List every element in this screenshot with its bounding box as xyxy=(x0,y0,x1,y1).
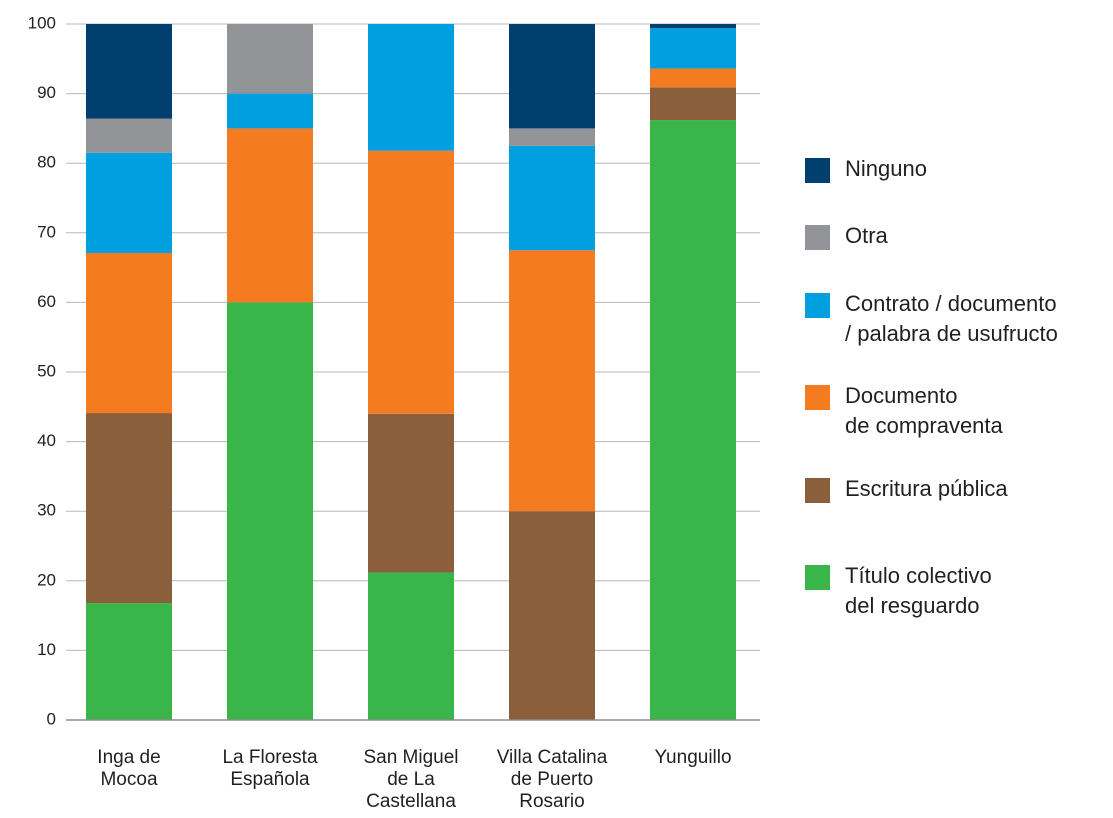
legend-swatch xyxy=(805,385,830,410)
bar-segment xyxy=(650,28,736,69)
y-tick-label: 20 xyxy=(37,570,56,589)
legend-swatch xyxy=(805,158,830,183)
legend-swatch xyxy=(805,478,830,503)
bar-segment xyxy=(368,572,454,720)
y-tick-label: 10 xyxy=(37,640,56,659)
x-tick-label: Villa Catalina de Puerto Rosario xyxy=(497,747,608,812)
y-tick-label: 80 xyxy=(37,153,56,172)
legend-label: Otra xyxy=(845,223,889,248)
y-tick-label: 50 xyxy=(37,361,56,380)
bar-segment xyxy=(227,302,313,720)
bar-segment xyxy=(227,24,313,94)
bar-segment xyxy=(227,93,313,129)
bar-segment xyxy=(509,145,595,251)
y-tick-label: 90 xyxy=(37,83,56,102)
x-tick-label: Yunguillo xyxy=(654,747,731,768)
legend-swatch xyxy=(805,293,830,318)
bar-segment xyxy=(86,152,172,253)
bar-segment xyxy=(86,24,172,119)
x-tick-label: La Floresta Española xyxy=(222,747,317,790)
bar-segment xyxy=(509,24,595,129)
bar-segment xyxy=(86,118,172,153)
legend-swatch xyxy=(805,225,830,250)
x-tick-label: Inga de Mocoa xyxy=(97,747,160,790)
bar-segment xyxy=(86,252,172,414)
y-tick-label: 30 xyxy=(37,501,56,520)
legend-label: Contrato / documento / palabra de usufruc… xyxy=(845,291,1058,346)
bar-segment xyxy=(86,603,172,720)
bar-segment xyxy=(86,413,172,604)
bar-segment xyxy=(650,68,736,88)
y-tick-label: 70 xyxy=(37,222,56,241)
bar-segment xyxy=(509,128,595,146)
bar-segment xyxy=(650,87,736,121)
legend-label: Ninguno xyxy=(845,156,927,181)
y-tick-label: 40 xyxy=(37,431,56,450)
bar-segment xyxy=(509,250,595,512)
bar-segment xyxy=(650,120,736,721)
bar-segment xyxy=(227,128,313,303)
legend-label: Título colectivo del resguardo xyxy=(845,563,992,618)
y-tick-label: 100 xyxy=(28,13,56,32)
bar-segment xyxy=(509,511,595,720)
bar-segment xyxy=(368,24,454,151)
legend-label: Documento de compraventa xyxy=(845,383,1004,438)
bar-segment xyxy=(368,150,454,414)
legend-swatch xyxy=(805,565,830,590)
bar-segment xyxy=(650,24,736,29)
bar-segment xyxy=(368,413,454,573)
y-tick-label: 0 xyxy=(47,709,56,728)
x-tick-label: San Miguel de La Castellana xyxy=(363,747,458,812)
legend-label: Escritura pública xyxy=(845,476,1008,501)
y-tick-label: 60 xyxy=(37,292,56,311)
